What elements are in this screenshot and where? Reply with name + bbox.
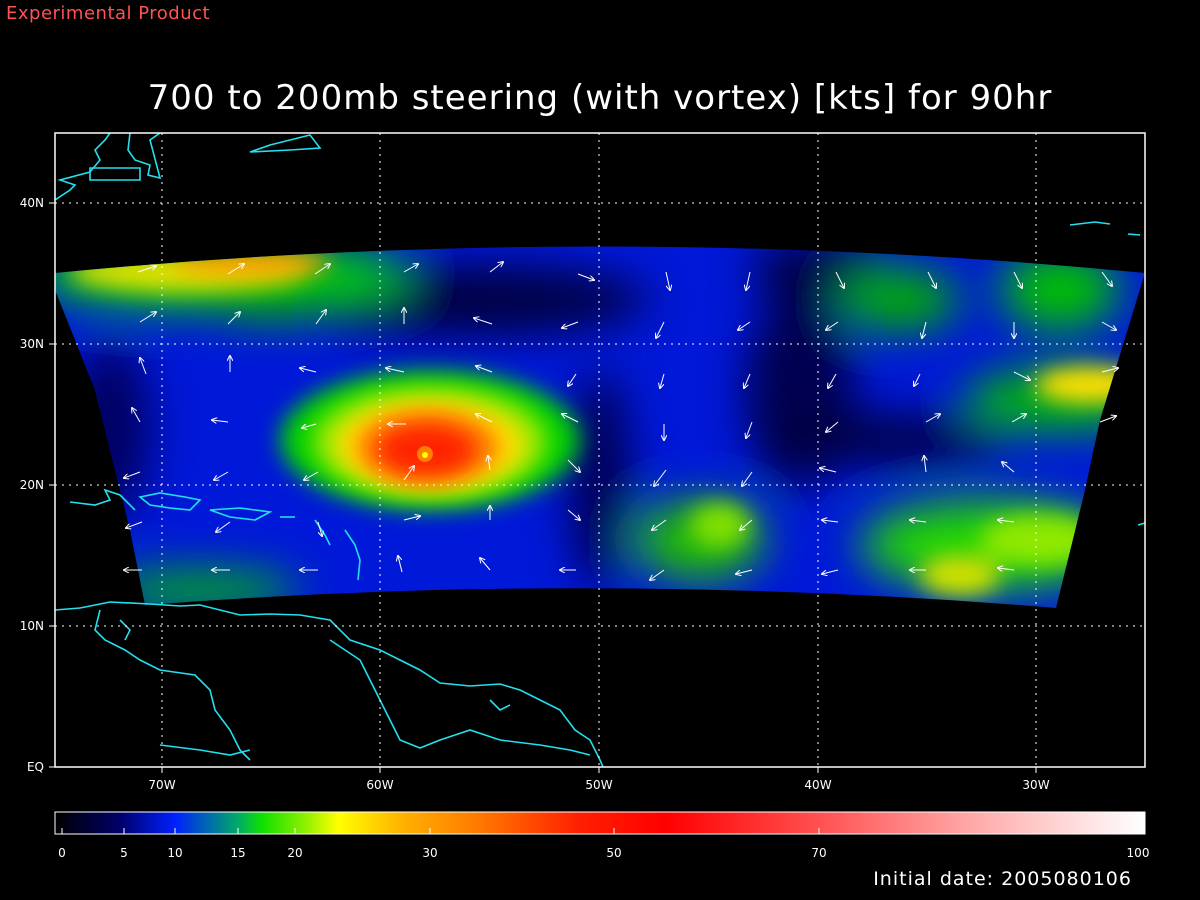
colorbar-label-20: 20 (287, 846, 302, 860)
lon-label-50w: 50W (585, 778, 612, 792)
latitude-labels: EQ 10N 20N 30N 40N (20, 196, 44, 774)
lat-label-10n: 10N (20, 619, 44, 633)
colorbar-label-100: 100 (1127, 846, 1150, 860)
map-title: 700 to 200mb steering (with vortex) [kts… (147, 78, 1053, 118)
hurricane-vortex (280, 370, 580, 510)
colorbar-label-30: 30 (422, 846, 437, 860)
lon-label-60w: 60W (366, 778, 393, 792)
colorbar-label-70: 70 (811, 846, 826, 860)
lat-label-30n: 30N (20, 337, 44, 351)
longitude-labels: 70W 60W 50W 40W 30W (148, 778, 1049, 792)
colorbar-label-10: 10 (167, 846, 182, 860)
colorbar-label-15: 15 (230, 846, 245, 860)
coastlines (55, 133, 1145, 767)
wind-speed-field (55, 246, 1145, 608)
lon-label-40w: 40W (804, 778, 831, 792)
colorbar-gradient (55, 812, 1145, 834)
axis-ticks (49, 202, 1037, 773)
experimental-product-label: Experimental Product (6, 3, 211, 24)
lon-label-30w: 30W (1022, 778, 1049, 792)
lat-label-eq: EQ (27, 760, 44, 774)
lon-label-70w: 70W (148, 778, 175, 792)
colorbar-label-0: 0 (58, 846, 66, 860)
colorbar-label-50: 50 (606, 846, 621, 860)
map-frame (54, 132, 1146, 768)
initial-date: Initial date: 2005080106 (873, 868, 1132, 890)
steering-wind-arrows (124, 262, 1118, 580)
colorbar-label-5: 5 (120, 846, 128, 860)
colorbar: 0 5 10 15 20 30 50 70 100 (54, 811, 1150, 860)
graticule (55, 133, 1145, 767)
lat-label-20n: 20N (20, 478, 44, 492)
lat-label-40n: 40N (20, 196, 44, 210)
